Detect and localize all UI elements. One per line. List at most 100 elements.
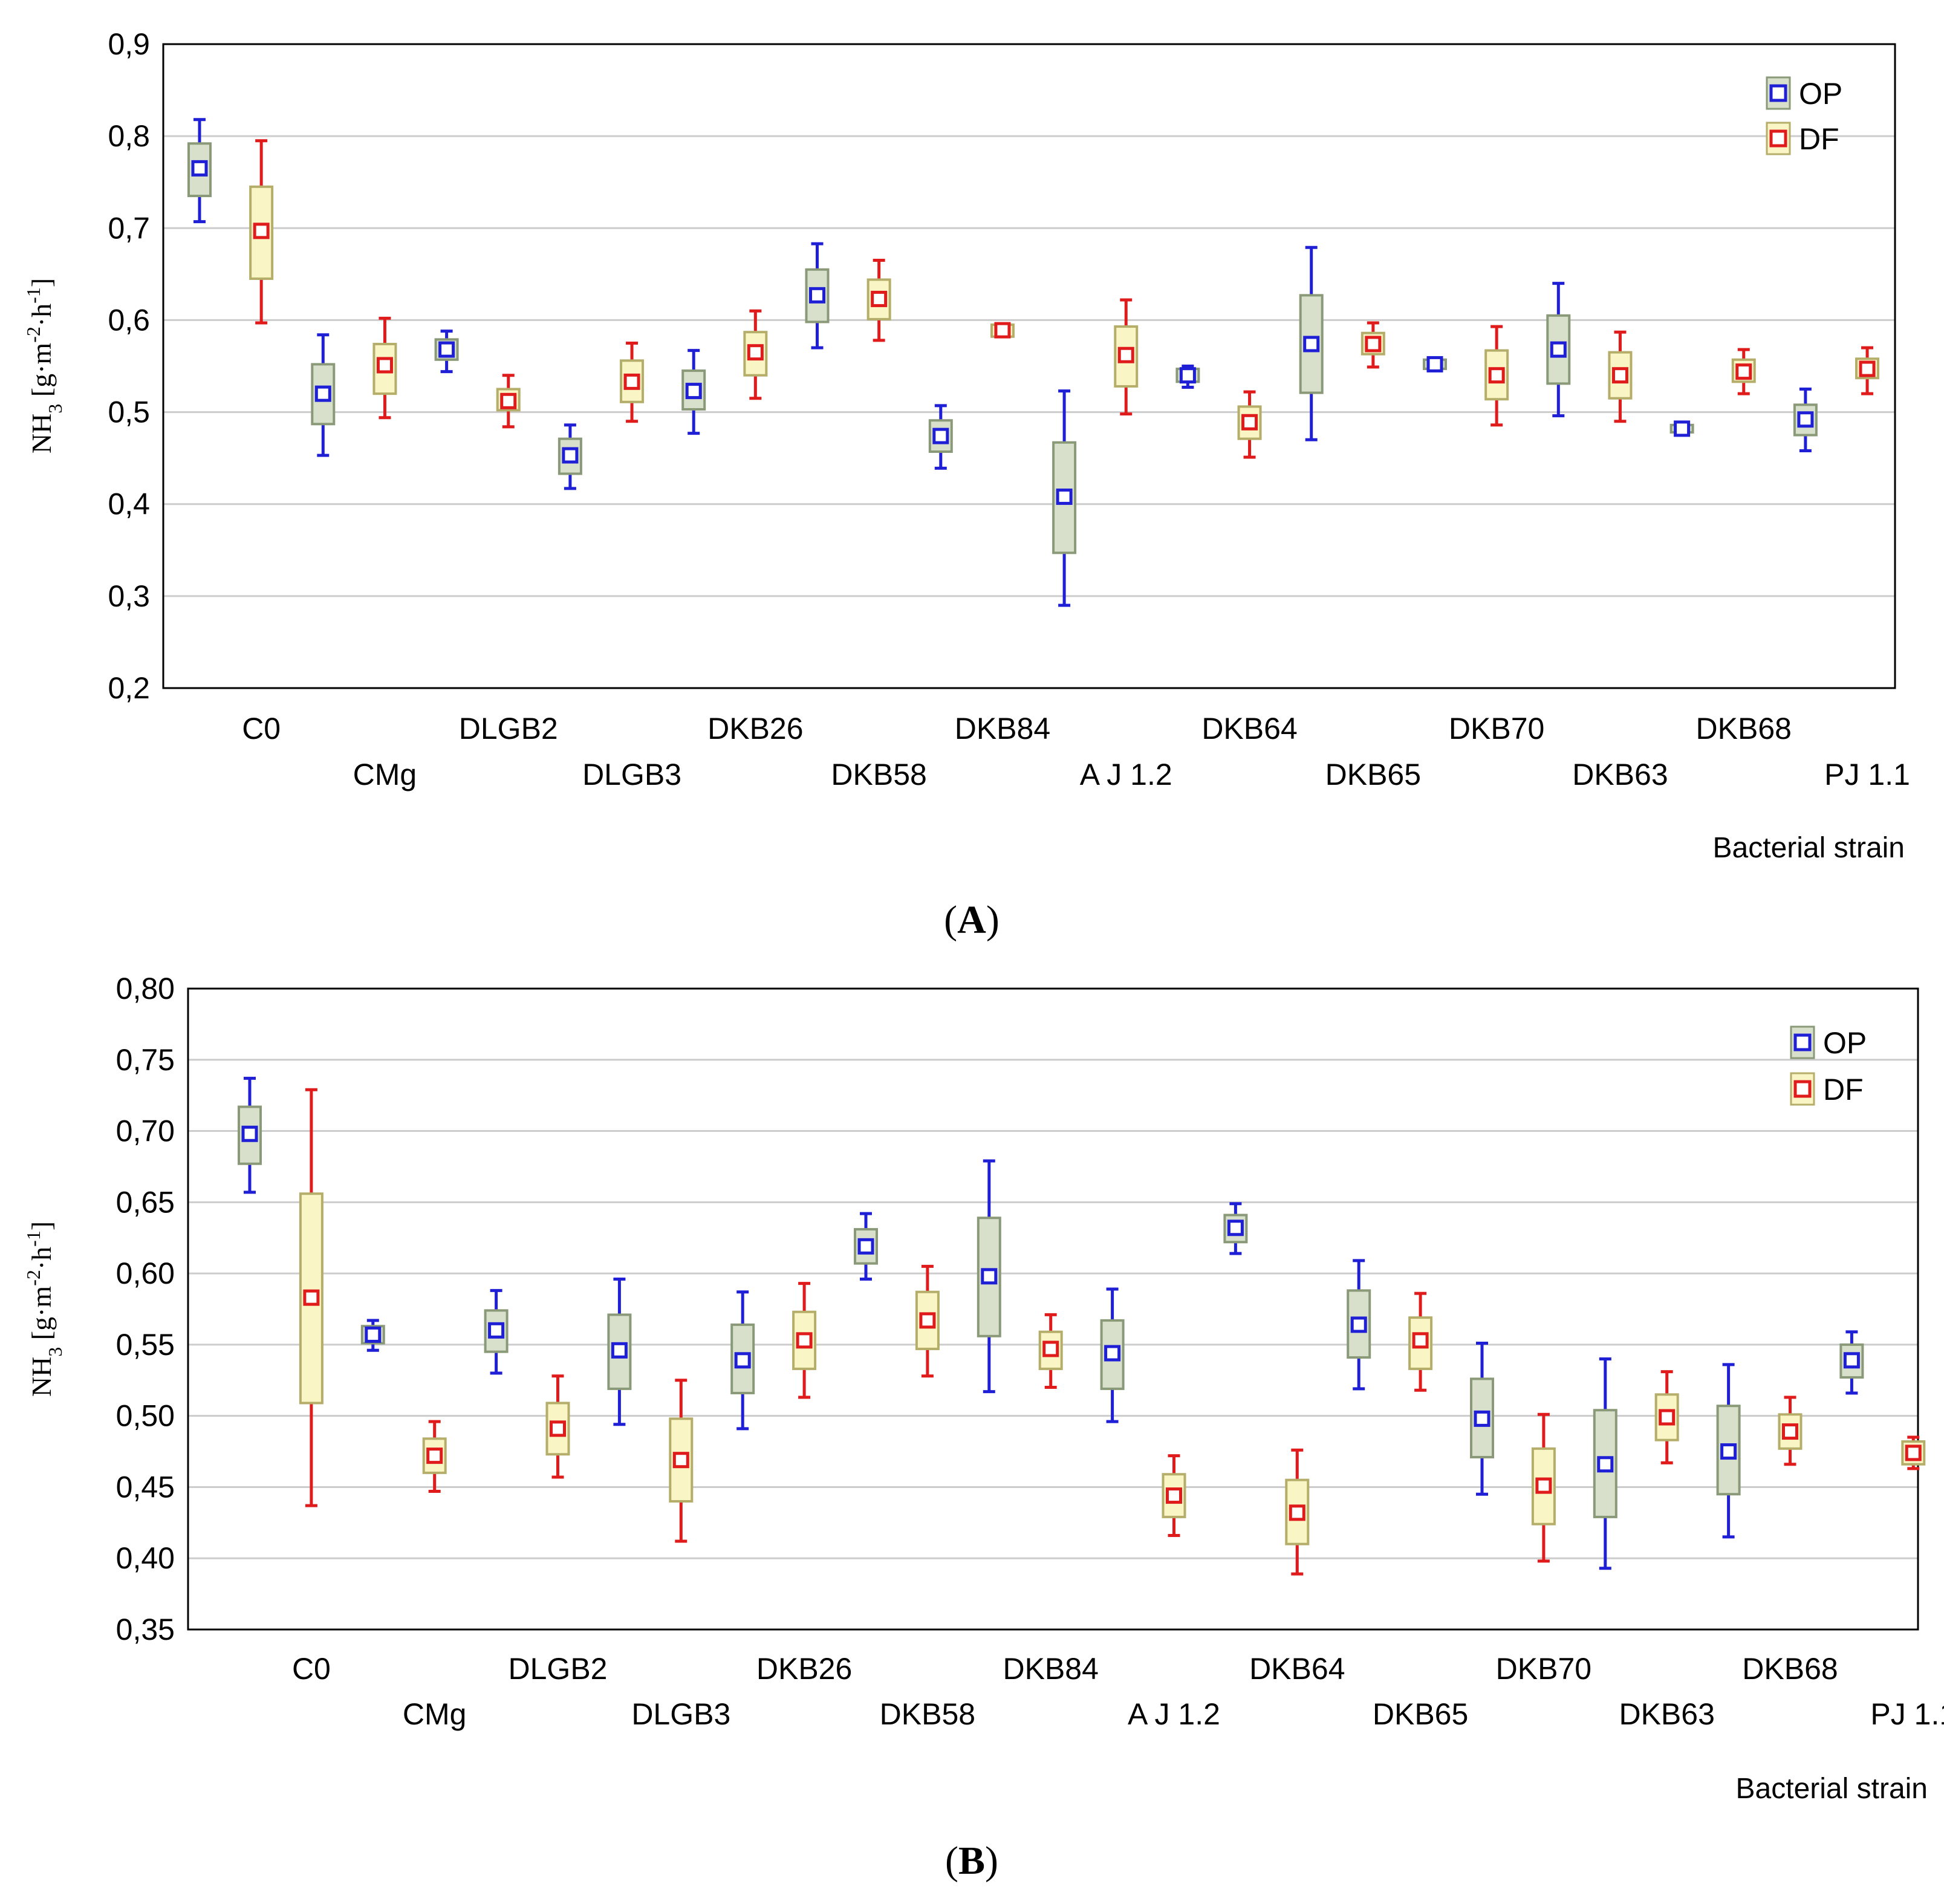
- y-tick-label: 0,3: [108, 579, 150, 613]
- square-marker-icon: [1769, 129, 1787, 148]
- x-category-label: C0: [242, 712, 281, 746]
- x-category-label: DKB65: [1325, 758, 1421, 791]
- mean-marker: [1350, 1316, 1367, 1333]
- y-tick-label: 0,35: [116, 1613, 175, 1646]
- box-op-10: [1423, 356, 1447, 372]
- mean-marker: [796, 1332, 813, 1349]
- panel-a-x-axis-label: Bacterial strain: [1713, 832, 1905, 864]
- x-category-label: DKB84: [1003, 1652, 1098, 1686]
- y-tick-label: 0,45: [116, 1470, 175, 1504]
- box-op-7: [1100, 1287, 1125, 1423]
- mean-marker: [932, 427, 949, 444]
- mean-marker: [1782, 1423, 1798, 1440]
- mean-marker: [426, 1447, 443, 1464]
- panel-a: 0,2 0,3 0,4 0,5 0,6 0,7 0,8 0,9 C0 CMg DLGB2 DLGB3…: [22, 27, 1910, 942]
- panel-b: 0,35 0,40 0,45 0,50 0,55 0,60 0,65 0,70 0,75 0,80…: [22, 972, 1944, 1883]
- box-df-7: [1162, 1454, 1186, 1538]
- box-df-2: [545, 1374, 570, 1479]
- square-marker-icon: [1793, 1080, 1812, 1098]
- x-category-label: C0: [292, 1652, 331, 1686]
- box-df-5: [866, 259, 891, 342]
- panel-b-y-tick-labels: 0,35 0,40 0,45 0,50 0,55 0,60 0,65 0,70 0,75 0,80: [116, 972, 175, 1646]
- mean-marker: [611, 1342, 628, 1359]
- legend-entry-df: DF: [1766, 122, 1839, 156]
- x-category-label: DKB65: [1373, 1697, 1468, 1731]
- mean-marker: [1426, 356, 1443, 372]
- mean-marker: [919, 1312, 936, 1329]
- box-df-10: [1531, 1412, 1556, 1563]
- panel-b-gridlines: [188, 1059, 1918, 1559]
- square-marker-icon: [1769, 84, 1787, 102]
- x-category-label: DKB63: [1619, 1697, 1714, 1731]
- box-op-0: [238, 1076, 262, 1194]
- mean-marker: [1659, 1409, 1676, 1426]
- y-tick-label: 0,4: [108, 487, 150, 521]
- panel-a-y-tick-labels: 0,2 0,3 0,4 0,5 0,6 0,7 0,8 0,9: [108, 27, 150, 705]
- x-category-label: DKB70: [1496, 1652, 1591, 1686]
- legend-df-label: DF: [1823, 1073, 1864, 1106]
- panel-b-y-axis-label: NH3 [g·m-2·h-1]: [22, 1221, 66, 1397]
- y-tick-label: 0,40: [116, 1541, 175, 1575]
- mean-marker: [253, 223, 270, 239]
- x-category-label: DKB64: [1249, 1652, 1345, 1686]
- mean-marker: [191, 160, 208, 177]
- x-category-label: A J 1.2: [1128, 1697, 1220, 1731]
- legend-df-label: DF: [1799, 122, 1839, 156]
- box-op-9: [1299, 245, 1324, 441]
- y-tick-label: 0,7: [108, 211, 150, 245]
- box-df-3: [669, 1379, 694, 1543]
- box-df-1: [372, 316, 397, 420]
- box-df-6: [990, 322, 1015, 339]
- box-op-4: [681, 349, 706, 435]
- mean-marker: [550, 1420, 566, 1437]
- box-df-2: [496, 374, 521, 429]
- square-marker-icon: [1793, 1033, 1812, 1051]
- box-op-2: [434, 330, 459, 374]
- box-df-10: [1484, 325, 1509, 427]
- y-tick-label: 0,55: [116, 1328, 175, 1362]
- box-df-13: [1901, 1435, 1926, 1470]
- mean-marker: [1735, 363, 1752, 380]
- box-op-10: [1470, 1342, 1494, 1496]
- mean-marker: [1859, 360, 1876, 377]
- mean-marker: [1412, 1332, 1429, 1349]
- mean-marker: [1674, 420, 1691, 437]
- y-tick-label: 0,80: [116, 972, 175, 1006]
- mean-marker: [1535, 1477, 1552, 1494]
- mean-marker: [1488, 367, 1505, 384]
- mean-marker: [623, 373, 640, 390]
- box-op-6: [977, 1159, 1001, 1394]
- x-category-label: DKB58: [831, 758, 926, 791]
- x-category-label: DLGB2: [459, 712, 558, 746]
- x-category-label: PJ 1.1: [1824, 758, 1910, 791]
- y-tick-label: 0,60: [116, 1256, 175, 1290]
- legend-op-label: OP: [1799, 77, 1842, 111]
- box-df-9: [1408, 1292, 1433, 1392]
- mean-marker: [438, 341, 455, 358]
- x-category-label: DKB70: [1449, 712, 1544, 746]
- box-df-11: [1608, 330, 1633, 423]
- box-df-11: [1654, 1370, 1679, 1464]
- legend-entry-op: OP: [1766, 76, 1842, 111]
- x-category-label: DKB64: [1201, 712, 1297, 746]
- box-op-11: [1593, 1357, 1617, 1570]
- mean-marker: [488, 1322, 505, 1339]
- panel-a-category-labels: C0 CMg DLGB2 DLGB3 DKB26 DKB58 DKB84 A J 1.2 DKB…: [242, 712, 1910, 791]
- mean-marker: [1289, 1504, 1305, 1521]
- mean-marker: [562, 447, 579, 464]
- mean-marker: [1056, 489, 1073, 505]
- mean-marker: [1166, 1487, 1182, 1504]
- box-df-1: [422, 1420, 447, 1493]
- panel-a-plot-area: [187, 118, 1880, 607]
- y-tick-label: 0,9: [108, 27, 150, 61]
- x-category-label: DKB68: [1696, 712, 1792, 746]
- box-df-0: [249, 139, 274, 325]
- box-df-12: [1731, 348, 1756, 395]
- box-op-6: [928, 404, 953, 470]
- box-df-5: [915, 1264, 940, 1378]
- mean-marker: [1303, 336, 1320, 353]
- box-df-8: [1285, 1448, 1310, 1576]
- box-op-7: [1052, 389, 1077, 607]
- box-op-8: [1175, 365, 1200, 389]
